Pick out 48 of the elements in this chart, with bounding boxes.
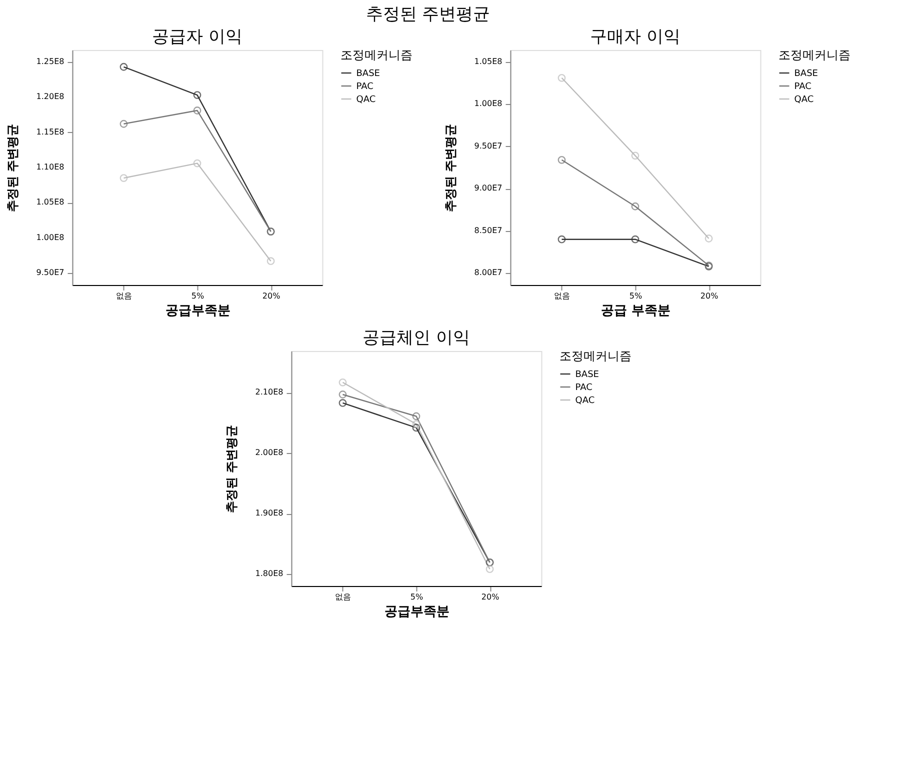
y-tick-label: 8.50E7 bbox=[474, 226, 502, 235]
y-tick-label: 1.05E8 bbox=[474, 56, 502, 66]
y-tick-label: 9.50E7 bbox=[474, 141, 502, 150]
legend-label: BASE bbox=[794, 69, 818, 79]
y-tick-label: 1.00E8 bbox=[36, 232, 64, 242]
y-tick-label: 1.90E8 bbox=[255, 508, 284, 518]
x-tick-label: 없음 bbox=[554, 292, 570, 300]
chart-title: 공급체인 이익 bbox=[362, 328, 470, 348]
legend-label: BASE bbox=[356, 69, 380, 79]
x-tick-label: 20% bbox=[262, 292, 281, 300]
x-tick-label: 20% bbox=[700, 292, 719, 300]
y-tick-label: 1.20E8 bbox=[36, 92, 64, 102]
y-tick-label: 8.00E7 bbox=[474, 268, 502, 278]
x-tick-label: 없음 bbox=[116, 292, 132, 300]
legend-title: 조정메커니즘 bbox=[778, 48, 850, 62]
y-tick-label: 2.00E8 bbox=[255, 448, 284, 458]
y-tick-label: 1.05E8 bbox=[36, 198, 64, 207]
legend-title: 조정메커니즘 bbox=[340, 48, 412, 62]
x-tick-label: 5% bbox=[629, 292, 642, 300]
x-tick-label: 5% bbox=[410, 592, 424, 602]
legend-title: 조정메커니즘 bbox=[559, 349, 632, 363]
legend-label: QAC bbox=[356, 95, 376, 105]
x-tick-label: 5% bbox=[191, 292, 204, 300]
x-axis-title: 공급부족분 bbox=[165, 304, 230, 318]
legend-label: QAC bbox=[575, 396, 595, 406]
legend-label: PAC bbox=[794, 82, 812, 92]
y-tick-label: 1.00E8 bbox=[474, 99, 502, 108]
y-tick-label: 9.00E7 bbox=[474, 184, 502, 193]
chart-title: 구매자 이익 bbox=[590, 27, 680, 47]
legend-label: BASE bbox=[575, 370, 600, 380]
x-tick-label: 없음 bbox=[335, 592, 352, 602]
legend-label: PAC bbox=[356, 82, 374, 92]
y-axis-title: 추정된 주변평균 bbox=[443, 124, 458, 212]
legend-label: PAC bbox=[575, 383, 592, 393]
chart-title: 공급자 이익 bbox=[152, 27, 242, 47]
y-tick-label: 2.10E8 bbox=[255, 388, 284, 397]
x-axis-title: 공급 부족분 bbox=[600, 304, 671, 318]
y-axis-title: 추정된 주변평균 bbox=[5, 124, 20, 212]
text: 추정된 주변평균 bbox=[366, 4, 490, 24]
y-tick-label: 1.15E8 bbox=[36, 127, 64, 136]
y-tick-label: 9.50E7 bbox=[36, 268, 64, 278]
y-axis-title: 추정된 주변평균 bbox=[224, 424, 238, 514]
legend-label: QAC bbox=[794, 95, 814, 105]
y-tick-label: 1.10E8 bbox=[36, 162, 64, 172]
y-tick-label: 1.25E8 bbox=[36, 56, 64, 66]
x-axis-title: 공급부족분 bbox=[384, 604, 450, 620]
x-tick-label: 20% bbox=[481, 592, 500, 602]
y-tick-label: 1.80E8 bbox=[255, 568, 284, 578]
